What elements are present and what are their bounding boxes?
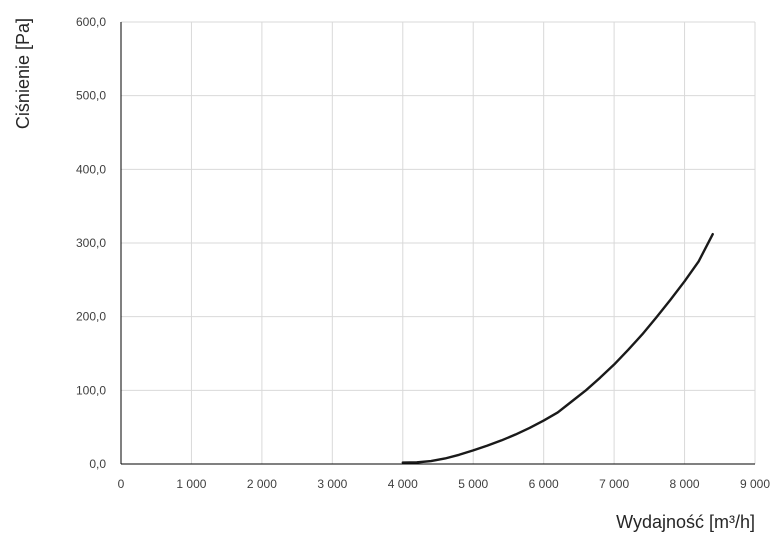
x-tick-label: 0 bbox=[118, 477, 125, 491]
x-tick-label: 1 000 bbox=[176, 477, 206, 491]
x-tick-label: 5 000 bbox=[458, 477, 488, 491]
y-axis-ticks: 0,0 100,0 200,0 300,0 400,0 500,0 600,0 bbox=[76, 15, 106, 471]
y-tick-label: 600,0 bbox=[76, 15, 106, 29]
x-tick-label: 2 000 bbox=[247, 477, 277, 491]
y-tick-label: 400,0 bbox=[76, 162, 106, 176]
y-tick-label: 200,0 bbox=[76, 310, 106, 324]
x-tick-label: 7 000 bbox=[599, 477, 629, 491]
series-layer bbox=[401, 232, 714, 464]
y-tick-label: 0,0 bbox=[89, 457, 106, 471]
x-axis-title: Wydajność [m³/h] bbox=[616, 512, 755, 532]
y-tick-label: 100,0 bbox=[76, 383, 106, 397]
x-tick-label: 4 000 bbox=[388, 477, 418, 491]
x-tick-label: 6 000 bbox=[529, 477, 559, 491]
y-tick-label: 300,0 bbox=[76, 236, 106, 250]
grid-lines bbox=[121, 21, 756, 464]
x-tick-label: 8 000 bbox=[670, 477, 700, 491]
y-axis-title: Ciśnienie [Pa] bbox=[13, 18, 33, 129]
x-axis-ticks: 0 1 000 2 000 3 000 4 000 5 000 6 000 7 000 8 00… bbox=[118, 477, 771, 491]
x-tick-label: 3 000 bbox=[317, 477, 347, 491]
y-tick-label: 500,0 bbox=[76, 89, 106, 103]
series-line bbox=[401, 232, 714, 464]
x-tick-label: 9 000 bbox=[740, 477, 770, 491]
